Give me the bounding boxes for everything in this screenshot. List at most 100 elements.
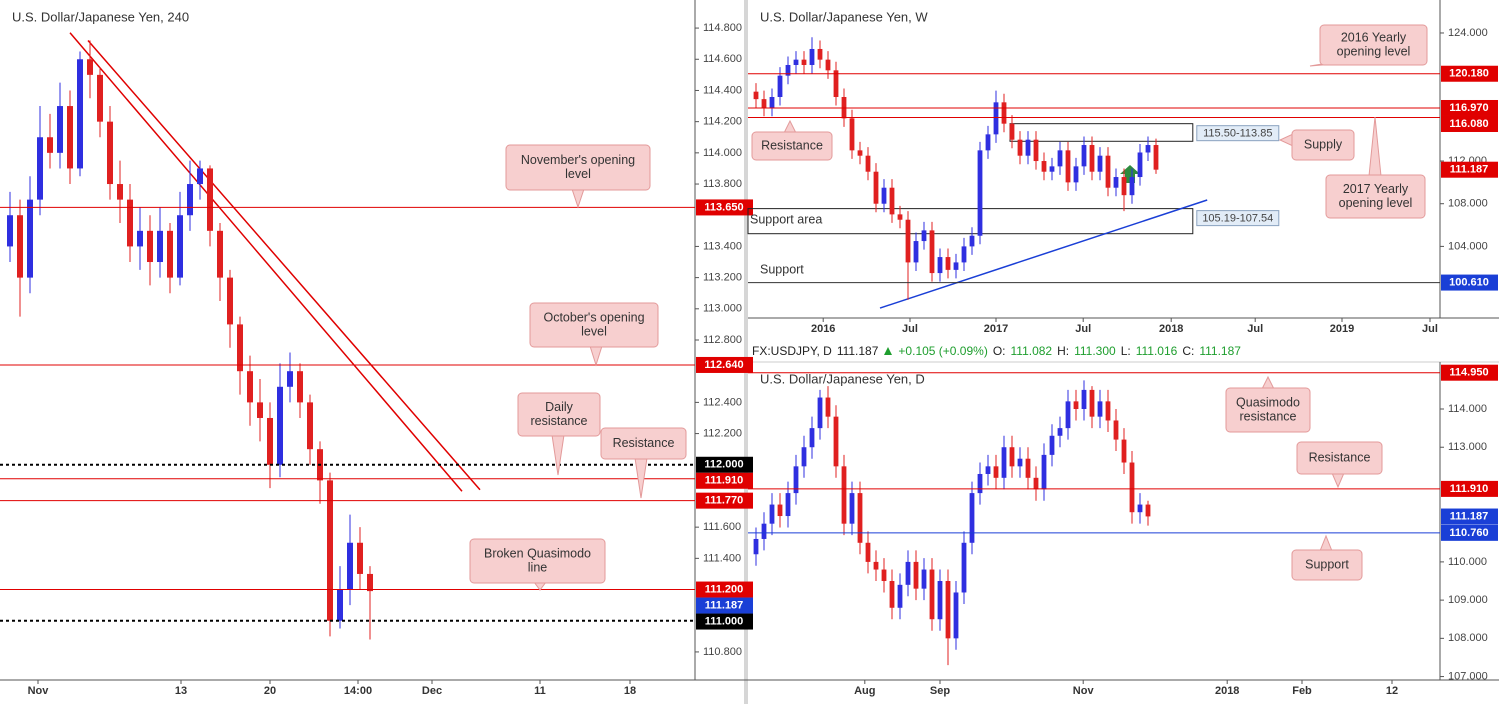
change: +0.105 (+0.09%): [898, 344, 988, 358]
candle-body: [865, 542, 871, 562]
y-tick-label: 114.600: [703, 53, 742, 65]
y-tick-label: 114.000: [703, 147, 742, 159]
candle-body: [977, 150, 983, 236]
callout-box: [517, 392, 601, 437]
candle-body: [1033, 477, 1039, 490]
candle-body: [801, 447, 807, 467]
callout-box: [751, 131, 833, 161]
price-label: 111.770: [705, 495, 744, 507]
candle-body: [107, 121, 113, 185]
x-tick-label: 14:00: [344, 685, 372, 697]
symbol: FX:USDJPY, D: [752, 344, 832, 358]
candle-body: [969, 493, 975, 543]
y-tick-label: 114.000: [1448, 403, 1487, 415]
candle-body: [367, 573, 373, 592]
callout-text: Resistance: [613, 436, 675, 450]
chart-title: U.S. Dollar/Japanese Yen, D: [760, 371, 925, 386]
candle-body: [753, 538, 759, 555]
y-tick-label: 110.000: [1448, 556, 1487, 568]
candle-body: [177, 215, 183, 278]
candle-body: [1001, 102, 1007, 124]
candle-body: [1041, 454, 1047, 490]
candle-body: [1121, 177, 1127, 196]
candle-body: [785, 493, 791, 517]
price-label: 111.910: [1450, 483, 1489, 495]
x-tick-label: 13: [175, 685, 187, 697]
candle-body: [977, 473, 983, 494]
candle-body: [801, 59, 807, 65]
x-tick-label: 18: [624, 685, 636, 697]
candle-body: [1137, 152, 1143, 178]
zone: [747, 208, 1194, 235]
candle-body: [347, 542, 353, 590]
y-tick-label: 108.000: [1448, 632, 1488, 644]
up-arrow: [884, 347, 893, 355]
y-tick-label: 114.400: [703, 84, 742, 96]
candle-body: [993, 102, 999, 135]
candle-body: [1025, 139, 1031, 156]
price-label: 116.080: [1449, 118, 1488, 130]
candle-body: [187, 184, 193, 216]
x-tick-label: Nov: [1073, 685, 1095, 697]
candle-body: [969, 235, 975, 247]
price-label-box: [1441, 99, 1498, 116]
trend-line: [69, 32, 463, 492]
price-label: 111.000: [705, 615, 744, 627]
candle-body: [1113, 420, 1119, 440]
callout-box: [600, 427, 687, 460]
candle-body: [897, 584, 903, 608]
callout-text: Resistance: [1309, 450, 1371, 464]
candle-body: [785, 64, 791, 76]
x-tick-label: Sep: [930, 685, 950, 697]
callout-box: [1319, 24, 1428, 66]
candle-body: [985, 466, 991, 474]
price-label: 111.187: [1450, 510, 1489, 522]
price-label-box: [696, 356, 753, 373]
chart-title: U.S. Dollar/Japanese Yen, 240: [12, 9, 189, 24]
price-label: 110.760: [1449, 527, 1488, 539]
price-label-box: [1441, 274, 1498, 291]
candle-body: [127, 199, 133, 247]
candle-body: [841, 466, 847, 524]
candle-body: [873, 171, 879, 204]
x-tick-label: 12: [1386, 685, 1398, 697]
price-label: 111.187: [1450, 164, 1489, 176]
candle-body: [1097, 155, 1103, 172]
callout-text: line: [528, 560, 548, 574]
trend-line: [879, 199, 1208, 309]
candle-body: [197, 168, 203, 185]
candle-body: [793, 59, 799, 65]
callout-text: 2016 Yearly: [1341, 30, 1407, 44]
price-label: 116.970: [1449, 102, 1488, 114]
candle-body: [1009, 447, 1015, 467]
candle-body: [1049, 435, 1055, 455]
candle-body: [57, 106, 63, 153]
last-price: 111.187: [836, 344, 879, 358]
candle-body: [1113, 177, 1119, 188]
candle-body: [937, 257, 943, 274]
candle-body: [77, 59, 83, 169]
price-label: 112.640: [704, 359, 743, 371]
candle-body: [873, 561, 879, 570]
callout-text: Supply: [1304, 137, 1343, 151]
zone-label-box: [1196, 210, 1280, 227]
candle-body: [1001, 447, 1007, 478]
candle-body: [67, 106, 73, 169]
candle-body: [37, 137, 43, 200]
candle-body: [881, 569, 887, 582]
price-label: 100.610: [1449, 276, 1489, 288]
candle-body: [1009, 123, 1015, 140]
price-label-box: [1441, 480, 1498, 497]
callout-text: Quasimodo: [1236, 395, 1300, 409]
close-label: C:: [1182, 344, 1195, 358]
candle-body: [1089, 145, 1095, 172]
price-label-box: [1441, 524, 1498, 541]
price-label-box: [1441, 161, 1498, 178]
candle-body: [825, 59, 831, 71]
y-tick-label: 111.600: [703, 521, 741, 533]
high: 111.300: [1074, 344, 1116, 358]
x-tick-label: 2017: [984, 323, 1008, 335]
candle-body: [769, 504, 775, 524]
y-tick-label: 108.000: [1448, 198, 1488, 210]
